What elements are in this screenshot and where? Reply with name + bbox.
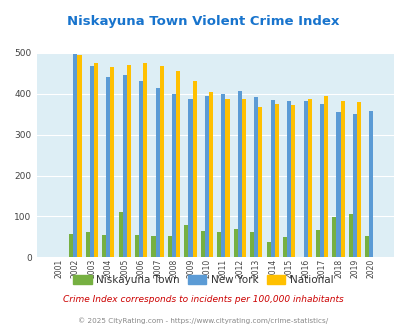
- Bar: [241, 99, 245, 257]
- Bar: [192, 81, 196, 257]
- Bar: [200, 231, 205, 257]
- Bar: [282, 237, 286, 257]
- Bar: [155, 87, 159, 257]
- Bar: [209, 92, 213, 257]
- Bar: [151, 236, 155, 257]
- Bar: [205, 96, 209, 257]
- Text: Niskayuna Town Violent Crime Index: Niskayuna Town Violent Crime Index: [67, 15, 338, 28]
- Bar: [126, 65, 130, 257]
- Bar: [168, 236, 172, 257]
- Bar: [290, 105, 294, 257]
- Bar: [352, 114, 356, 257]
- Bar: [188, 99, 192, 257]
- Bar: [159, 66, 163, 257]
- Bar: [332, 217, 336, 257]
- Bar: [348, 214, 352, 257]
- Bar: [233, 229, 237, 257]
- Bar: [85, 232, 90, 257]
- Bar: [184, 225, 188, 257]
- Bar: [266, 242, 270, 257]
- Bar: [270, 100, 274, 257]
- Bar: [221, 94, 225, 257]
- Bar: [307, 99, 311, 257]
- Bar: [274, 104, 278, 257]
- Bar: [118, 212, 122, 257]
- Bar: [258, 107, 262, 257]
- Bar: [356, 102, 360, 257]
- Bar: [139, 81, 143, 257]
- Bar: [143, 63, 147, 257]
- Bar: [217, 232, 221, 257]
- Bar: [172, 94, 176, 257]
- Text: © 2025 CityRating.com - https://www.cityrating.com/crime-statistics/: © 2025 CityRating.com - https://www.city…: [78, 317, 327, 324]
- Bar: [303, 102, 307, 257]
- Bar: [315, 230, 319, 257]
- Bar: [323, 96, 327, 257]
- Bar: [286, 102, 290, 257]
- Bar: [122, 75, 126, 257]
- Bar: [364, 236, 369, 257]
- Bar: [110, 67, 114, 257]
- Bar: [176, 71, 180, 257]
- Legend: Niskayuna Town, New York, National: Niskayuna Town, New York, National: [68, 271, 337, 289]
- Bar: [254, 97, 258, 257]
- Bar: [237, 91, 241, 257]
- Bar: [369, 111, 373, 257]
- Bar: [77, 55, 81, 257]
- Bar: [69, 234, 73, 257]
- Bar: [340, 101, 344, 257]
- Bar: [102, 235, 106, 257]
- Bar: [94, 63, 98, 257]
- Bar: [106, 77, 110, 257]
- Bar: [225, 99, 229, 257]
- Text: Crime Index corresponds to incidents per 100,000 inhabitants: Crime Index corresponds to incidents per…: [62, 295, 343, 304]
- Bar: [73, 54, 77, 257]
- Bar: [90, 66, 94, 257]
- Bar: [336, 112, 340, 257]
- Bar: [319, 104, 323, 257]
- Bar: [135, 235, 139, 257]
- Bar: [249, 232, 254, 257]
